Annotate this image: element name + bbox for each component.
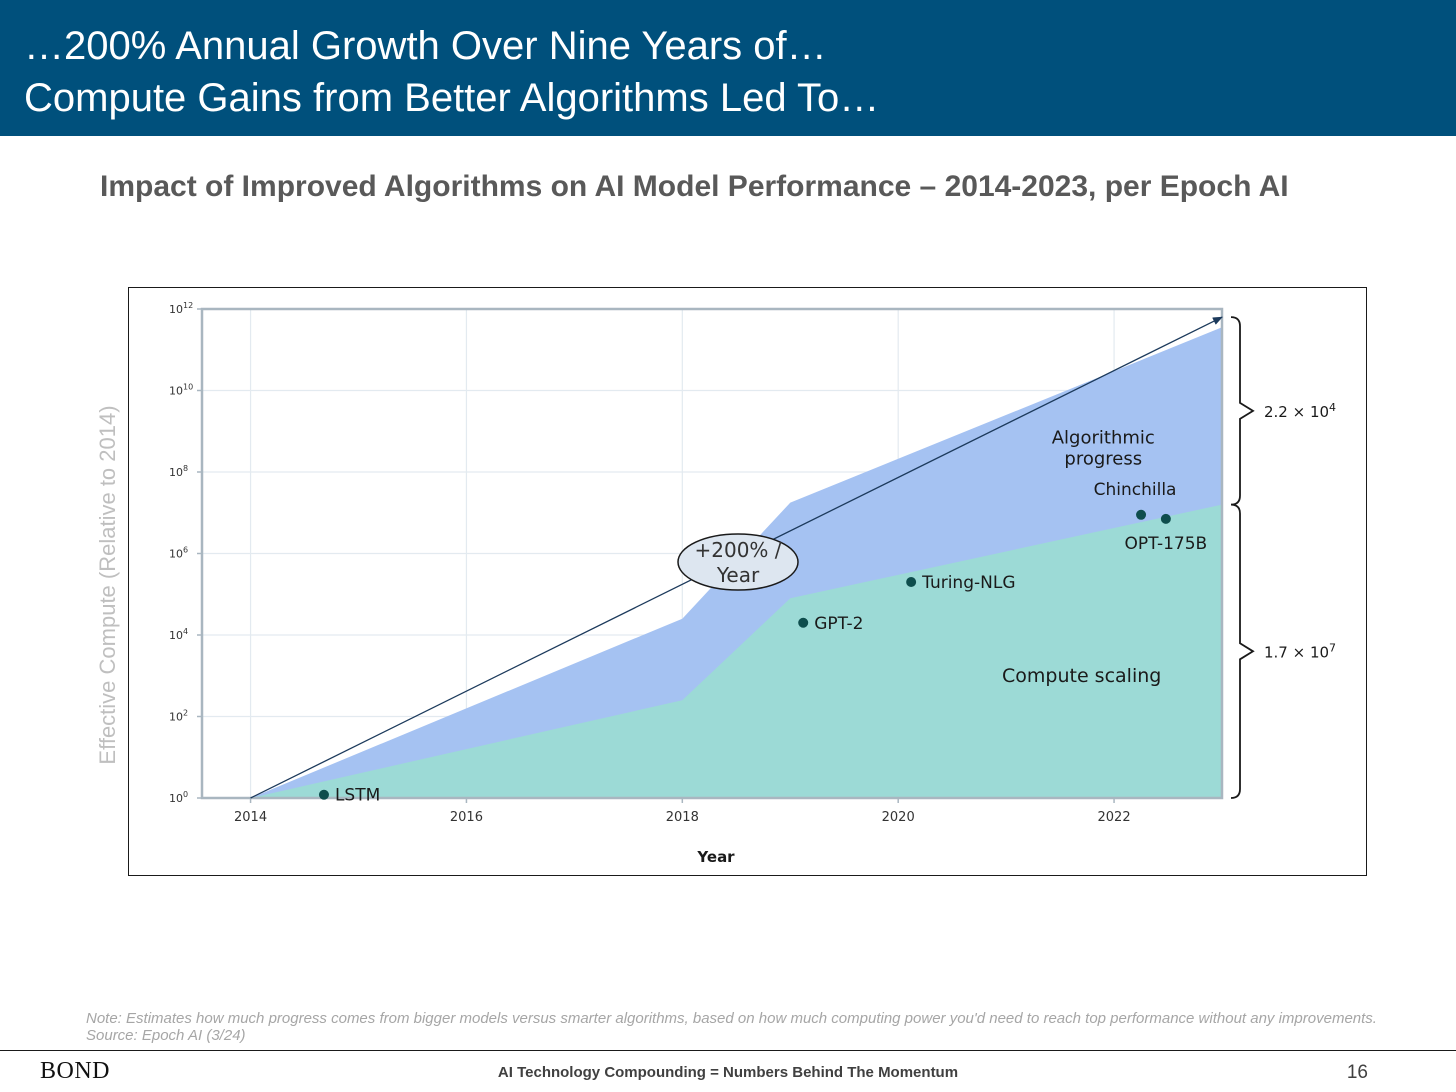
series-label-algorithmic: Algorithmic	[1052, 427, 1155, 448]
model-point	[318, 789, 329, 800]
header-banner: …200% Annual Growth Over Nine Years of… …	[0, 0, 1456, 136]
chart-frame: 2014 2016 2018 2020 2022 100 102 104 106 108 1010 1…	[128, 287, 1367, 876]
brand-logo: BOND	[40, 1058, 111, 1084]
page-number: 16	[1346, 1062, 1368, 1083]
slide-title-line-1: …200% Annual Growth Over Nine Years of…	[24, 24, 827, 68]
y-tick-exponent: 4	[183, 627, 188, 636]
model-point	[1136, 509, 1147, 520]
slide-title-line-2: Compute Gains from Better Algorithms Led…	[24, 76, 880, 120]
model-label: OPT-175B	[1125, 534, 1208, 554]
x-tick-label: 2022	[1098, 810, 1131, 825]
series-label-compute-scaling: Compute scaling	[1002, 665, 1161, 687]
y-tick-exponent: 0	[183, 790, 188, 799]
y-tick-exponent: 2	[183, 709, 188, 718]
footer-caption: AI Technology Compounding = Numbers Behi…	[497, 1064, 959, 1081]
y-tick-exponent: 10	[183, 383, 193, 392]
x-axis-title: Year	[696, 848, 735, 866]
x-tick-label: 2020	[882, 810, 915, 825]
y-tick-label: 104	[169, 627, 188, 642]
x-tick-label: 2018	[666, 810, 699, 825]
x-tick-label: 2014	[234, 810, 267, 825]
area-compute-scaling	[250, 504, 1223, 798]
bracket-label: 1.7 × 107	[1264, 641, 1336, 661]
y-tick-exponent: 12	[183, 301, 193, 310]
growth-callout-line-2: Year	[716, 563, 760, 587]
chart-svg: 2014 2016 2018 2020 202210010210410610810101…	[169, 301, 1336, 866]
y-tick-exponent: 8	[183, 464, 188, 473]
y-tick-label: 100	[169, 790, 188, 805]
range-bracket	[1230, 503, 1255, 799]
growth-callout-line-1: +200% /	[694, 538, 781, 562]
bracket-label-exponent: 4	[1329, 401, 1336, 414]
range-bracket	[1230, 316, 1255, 506]
model-label: GPT-2	[814, 614, 863, 634]
y-tick-label: 1012	[169, 301, 193, 316]
model-label: Turing-NLG	[921, 573, 1015, 593]
y-tick-exponent: 6	[183, 546, 188, 555]
y-tick-label: 108	[169, 464, 188, 479]
model-point	[906, 577, 917, 588]
footnote: Note: Estimates how much progress comes …	[86, 1010, 1377, 1044]
x-tick-label: 2016	[450, 810, 483, 825]
y-tick-label: 106	[169, 546, 188, 561]
bracket-label: 2.2 × 104	[1264, 401, 1336, 421]
chart-subtitle: Impact of Improved Algorithms on AI Mode…	[100, 170, 1289, 203]
model-point	[1160, 513, 1171, 524]
footer-divider	[0, 1050, 1456, 1051]
bracket-label-exponent: 7	[1329, 641, 1336, 654]
model-label: Chinchilla	[1094, 480, 1177, 500]
model-label: LSTM	[335, 786, 380, 806]
model-point	[798, 617, 809, 628]
series-label-algorithmic-line-2: progress	[1064, 448, 1142, 469]
y-tick-label: 102	[169, 709, 188, 724]
y-tick-label: 1010	[169, 383, 193, 398]
y-axis-title: Effective Compute (Relative to 2014)	[95, 405, 120, 765]
growth-callout-ellipse	[677, 533, 799, 591]
